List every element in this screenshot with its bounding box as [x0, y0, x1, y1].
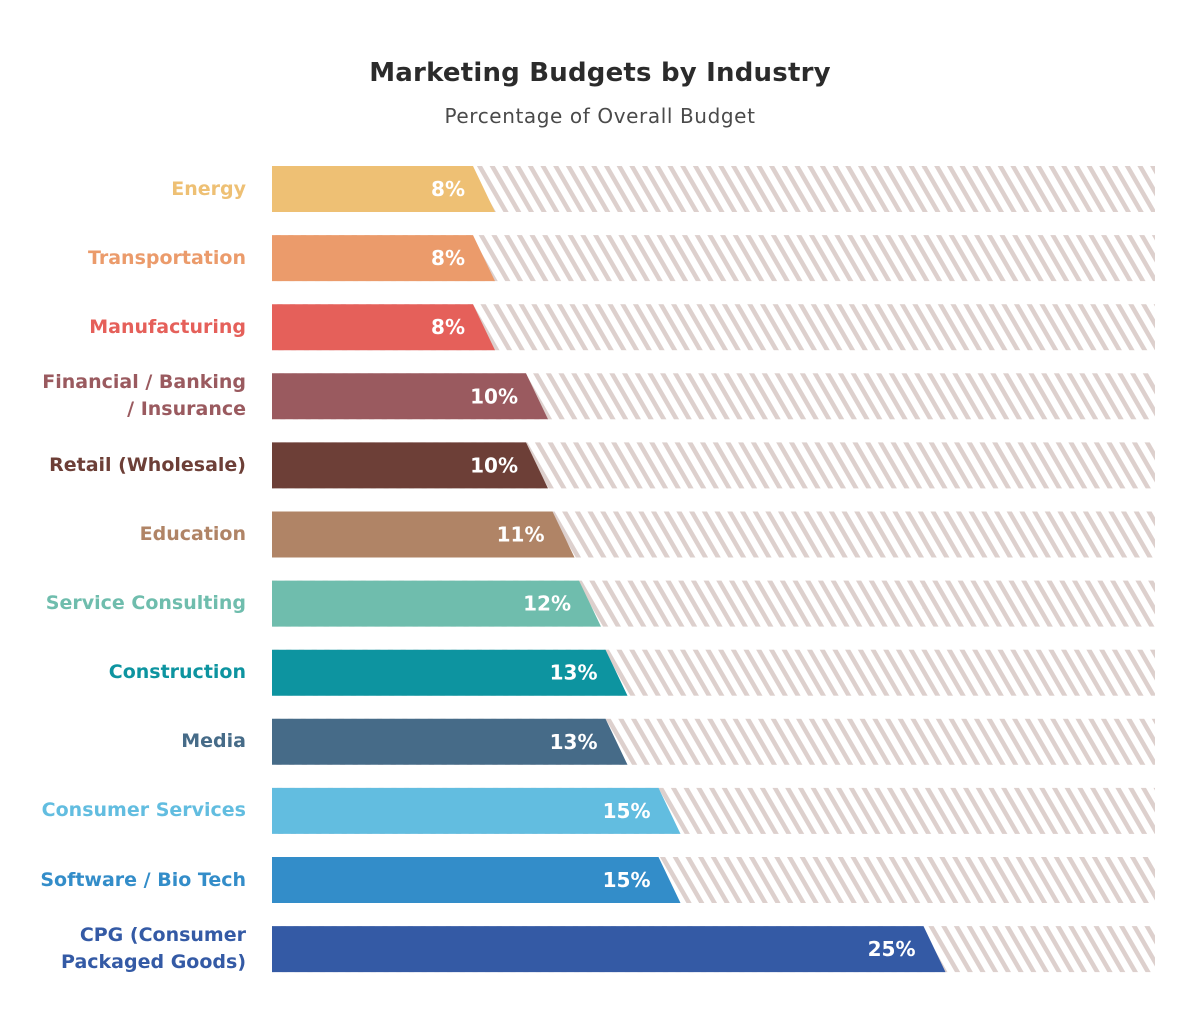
- category-label: Service Consulting: [20, 581, 246, 627]
- category-label-text: Transportation: [88, 245, 246, 272]
- category-label-text: Software / Bio Tech: [40, 867, 246, 894]
- category-label-text: Retail (Wholesale): [49, 452, 246, 479]
- category-label-text: Consumer Services: [42, 797, 246, 824]
- bar: [272, 926, 946, 973]
- category-label-line: Education: [139, 523, 246, 545]
- bar: [272, 511, 575, 558]
- category-label-text: Media: [181, 728, 246, 755]
- bar: [272, 649, 628, 696]
- category-label-line: Packaged Goods): [61, 951, 246, 974]
- category-label-text: Financial / Banking / Insurance: [42, 369, 246, 423]
- category-label: Education: [20, 512, 246, 558]
- bar: [272, 857, 681, 903]
- category-label: Financial / Banking / Insurance: [20, 371, 246, 420]
- category-label-line: Financial / Banking: [42, 371, 246, 394]
- chart-subtitle: Percentage of Overall Budget: [444, 104, 756, 128]
- category-label-text: Construction: [109, 659, 246, 686]
- category-label-text: Energy: [171, 176, 246, 203]
- category-label-text: Service Consulting: [46, 590, 246, 617]
- category-label-line: Retail (Wholesale): [49, 453, 246, 476]
- category-label: Construction: [20, 650, 246, 696]
- category-label-line: Software / Bio Tech: [40, 868, 246, 891]
- category-label-line: Transportation: [87, 246, 246, 269]
- bar-value-label: 8%: [431, 246, 465, 270]
- category-label-text: CPG (Consumer Packaged Goods): [61, 922, 246, 976]
- category-label-line: Consumer Services: [41, 799, 246, 822]
- bar: [272, 373, 548, 420]
- bar: [272, 304, 495, 351]
- category-label-line: Construction: [108, 661, 246, 684]
- category-label-line: CPG (Consumer: [79, 924, 246, 947]
- category-label-line: Manufacturing: [89, 315, 246, 338]
- category-label-text: Education: [140, 521, 246, 548]
- category-label: Media: [20, 719, 246, 765]
- bar-value-label: 25%: [868, 937, 916, 961]
- bar: [272, 580, 601, 627]
- bar-value-label: 13%: [550, 730, 598, 754]
- category-label: Energy: [20, 166, 246, 212]
- bar-value-label: 8%: [431, 315, 465, 339]
- bar-value-label: 13%: [550, 661, 598, 685]
- category-label-line: Media: [181, 730, 246, 753]
- category-label-text: Manufacturing: [89, 314, 246, 341]
- bar-value-label: 15%: [603, 868, 651, 892]
- category-label-line: Energy: [171, 177, 246, 200]
- category-label: CPG (Consumer Packaged Goods): [20, 924, 246, 973]
- category-label: Consumer Services: [20, 788, 246, 834]
- bar: [272, 718, 628, 765]
- bar-value-label: 11%: [497, 523, 545, 547]
- category-label: Manufacturing: [20, 304, 246, 350]
- bar-value-label: 10%: [470, 453, 518, 477]
- bar-value-label: 8%: [431, 177, 465, 201]
- bar-value-label: 15%: [603, 799, 651, 823]
- category-label: Transportation: [20, 235, 246, 281]
- category-label: Retail (Wholesale): [20, 442, 246, 488]
- bar: [272, 442, 548, 489]
- bar-value-label: 10%: [470, 384, 518, 408]
- bar: [272, 235, 495, 282]
- bar: [272, 787, 681, 834]
- category-label-line: / Insurance: [127, 398, 246, 421]
- category-label-line: Service Consulting: [45, 592, 246, 615]
- category-label: Software / Bio Tech: [20, 857, 246, 903]
- bar: [272, 166, 495, 212]
- chart-title: Marketing Budgets by Industry: [369, 58, 831, 88]
- bar-value-label: 12%: [523, 592, 571, 616]
